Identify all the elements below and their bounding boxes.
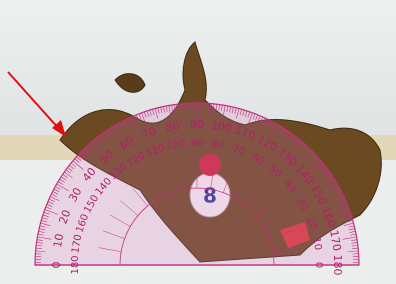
outer-scale-label: 90 <box>190 118 204 131</box>
outer-scale-label: 180 <box>331 255 344 276</box>
inner-scale-label: 10 <box>310 237 323 251</box>
outer-scale-label: 10 <box>51 233 66 249</box>
inner-scale-label: 90 <box>191 138 204 149</box>
outer-scale-label: 80 <box>165 119 181 134</box>
inner-scale-label: 80 <box>211 139 225 152</box>
photo: 8 01020304050607080901001101201301401501… <box>0 0 396 284</box>
inner-scale-label: 0 <box>313 262 324 268</box>
page: {"protractor": {"outer_scale": [0, 10, 2… <box>0 0 396 284</box>
inner-scale-label: 180 <box>70 255 81 274</box>
outer-scale-label: 0 <box>50 262 63 269</box>
